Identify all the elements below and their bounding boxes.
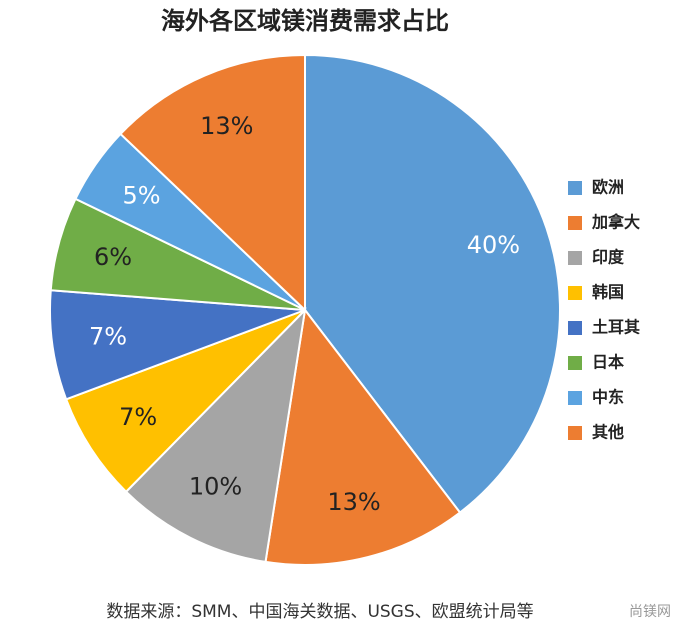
legend-swatch bbox=[568, 426, 582, 440]
legend-label: 其他 bbox=[592, 423, 624, 442]
pie-slice bbox=[124, 307, 307, 564]
data-label: 7% bbox=[119, 403, 157, 431]
pie-slice bbox=[304, 53, 561, 514]
legend-label: 加拿大 bbox=[591, 213, 640, 232]
legend-swatch bbox=[568, 391, 582, 405]
chart-title: 海外各区域镁消费需求占比 bbox=[161, 7, 449, 35]
data-label: 13% bbox=[327, 488, 380, 516]
data-label: 5% bbox=[123, 182, 161, 210]
legend-label: 印度 bbox=[592, 248, 625, 267]
legend-label: 欧洲 bbox=[592, 178, 624, 197]
data-label: 13% bbox=[200, 112, 253, 140]
legend-swatch bbox=[568, 286, 582, 300]
pie-slice bbox=[264, 307, 462, 566]
legend-swatch bbox=[568, 216, 582, 230]
data-label: 40% bbox=[467, 231, 520, 259]
data-label: 10% bbox=[189, 473, 242, 501]
pie-slice bbox=[49, 289, 306, 401]
source-note: 数据来源：SMM、中国海关数据、USGS、欧盟统计局等 bbox=[106, 602, 533, 622]
data-label: 6% bbox=[94, 243, 132, 271]
data-label: 7% bbox=[89, 323, 127, 351]
legend-swatch bbox=[568, 251, 582, 265]
legend-label: 中东 bbox=[592, 388, 624, 407]
legend-swatch bbox=[568, 356, 582, 370]
pie-slice bbox=[64, 309, 306, 494]
pie-slice bbox=[119, 53, 306, 313]
legend-label: 土耳其 bbox=[592, 318, 640, 337]
watermark: 尚镁网 bbox=[629, 604, 671, 620]
legend-label: 韩国 bbox=[592, 283, 624, 302]
legend-swatch bbox=[568, 181, 582, 195]
legend-label: 日本 bbox=[592, 353, 624, 372]
legend-swatch bbox=[568, 321, 582, 335]
